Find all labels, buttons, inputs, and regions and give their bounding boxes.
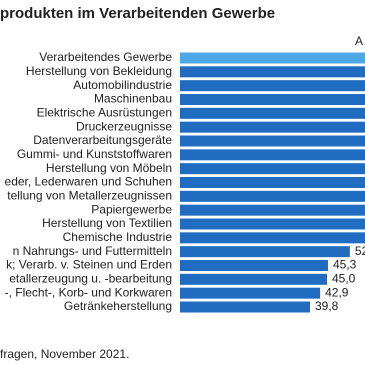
bar xyxy=(180,204,365,216)
bar xyxy=(180,149,365,161)
category-label: -, Flecht-, Korb- und Korkwaren xyxy=(5,285,172,299)
category-label: Herstellung von Möbeln xyxy=(46,161,172,175)
category-label: Automobilindustrie xyxy=(73,78,172,92)
category-label: Getränkeherstellung xyxy=(64,299,172,313)
value-label: 52 xyxy=(355,244,365,258)
category-label: Herstellung von Textilien xyxy=(42,216,172,230)
category-label: eder, Lederwaren und Schuhen xyxy=(5,175,172,189)
bar xyxy=(180,301,310,313)
bar xyxy=(180,177,365,188)
bar xyxy=(180,94,365,105)
category-label: Maschinenbau xyxy=(94,92,172,106)
bar xyxy=(180,190,365,202)
legend-fragment: A xyxy=(355,34,363,48)
bar xyxy=(180,273,327,285)
value-label: 42,9 xyxy=(325,285,349,299)
bar xyxy=(180,80,365,92)
bar xyxy=(180,121,365,133)
bar xyxy=(180,218,365,230)
category-label: Datenverarbeitungsgeräte xyxy=(33,133,172,147)
bar xyxy=(180,287,321,299)
source: fragen, November 2021. xyxy=(0,347,129,361)
category-label: Druckerzeugnisse xyxy=(76,119,172,133)
category-label: Gummi- und Kunststoffwaren xyxy=(17,147,172,161)
category-label: Elektrische Ausrüstungen xyxy=(37,106,172,120)
bar xyxy=(180,135,365,147)
category-label: Herstellung von Bekleidung xyxy=(26,64,172,78)
bar xyxy=(180,163,365,175)
chart-title: produkten im Verarbeitenden Gewerbe xyxy=(0,5,275,22)
category-label: Papiergewerbe xyxy=(91,202,172,216)
bar xyxy=(180,232,365,244)
bar xyxy=(180,66,365,78)
category-label: Verarbeitendes Gewerbe xyxy=(39,50,172,64)
category-label: n Nahrungs- und Futtermitteln xyxy=(13,244,172,258)
value-label: 39,8 xyxy=(315,299,339,313)
bar xyxy=(180,52,365,64)
value-label: 45,0 xyxy=(332,272,356,286)
category-label: etallerzeugung u. -bearbeitung xyxy=(9,272,172,286)
bar xyxy=(180,107,365,119)
category-label: tellung von Metallerzeugnissen xyxy=(7,189,172,203)
value-label: 45,3 xyxy=(333,258,357,272)
bar xyxy=(180,260,328,271)
category-label: k; Verarb. v. Steinen und Erden xyxy=(6,258,172,272)
bar xyxy=(180,246,350,258)
category-label: Chemische Industrie xyxy=(63,230,173,244)
